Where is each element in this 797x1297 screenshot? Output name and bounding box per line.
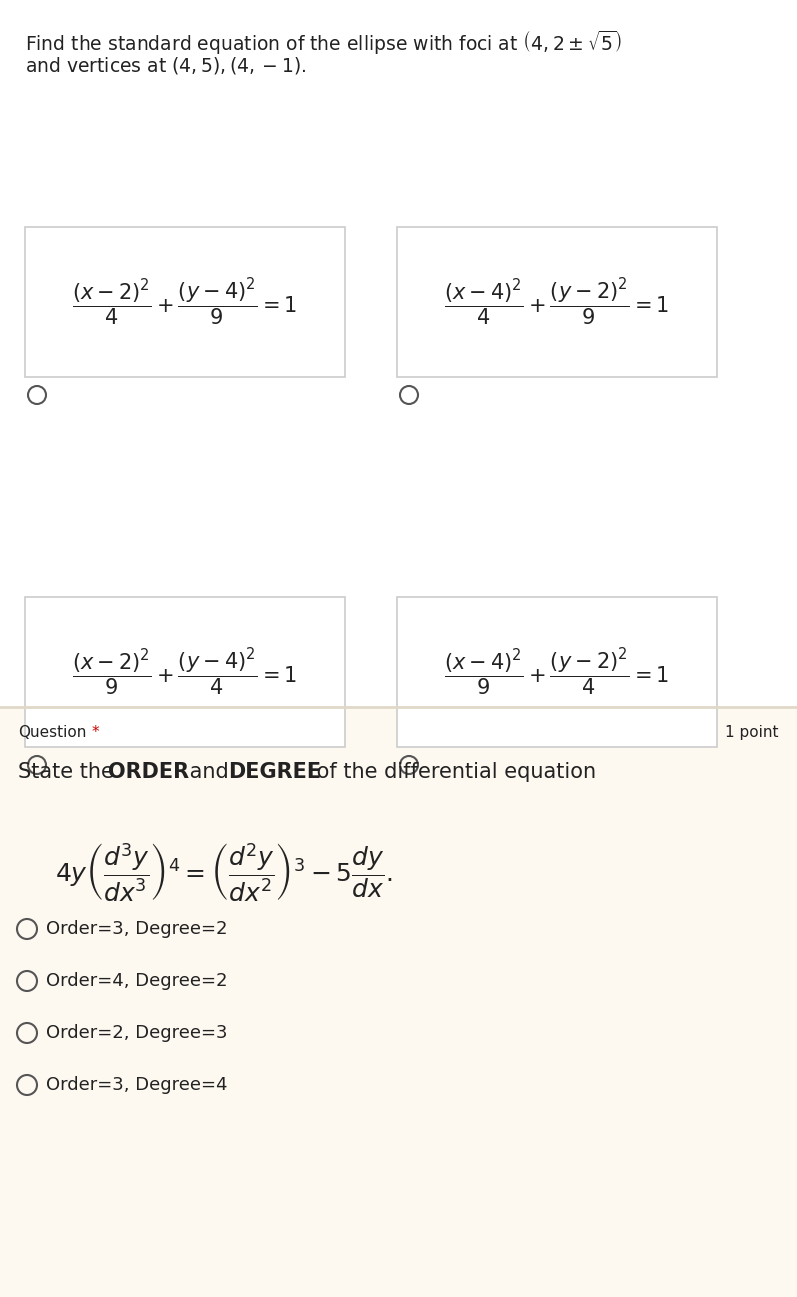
Text: $\dfrac{(x-2)^{2}}{4}+\dfrac{(y-4)^{2}}{9}=1$: $\dfrac{(x-2)^{2}}{4}+\dfrac{(y-4)^{2}}{… — [73, 276, 297, 328]
Text: Order=3, Degree=4: Order=3, Degree=4 — [46, 1077, 227, 1093]
Text: and: and — [183, 763, 235, 782]
Text: State the: State the — [18, 763, 120, 782]
Text: 1 point: 1 point — [725, 725, 779, 741]
Text: Order=2, Degree=3: Order=2, Degree=3 — [46, 1025, 227, 1041]
Text: ORDER: ORDER — [108, 763, 189, 782]
Text: and vertices at $\left(4,5\right),\left(4,-1\right).$: and vertices at $\left(4,5\right),\left(… — [25, 54, 306, 77]
Text: $4y\left(\dfrac{d^{3}y}{dx^{3}}\right)^{4}=\left(\dfrac{d^{2}y}{dx^{2}}\right)^{: $4y\left(\dfrac{d^{3}y}{dx^{3}}\right)^{… — [55, 842, 393, 904]
Text: Order=4, Degree=2: Order=4, Degree=2 — [46, 971, 227, 990]
Text: Question: Question — [18, 725, 86, 741]
FancyBboxPatch shape — [0, 0, 797, 707]
FancyBboxPatch shape — [397, 227, 717, 377]
FancyBboxPatch shape — [0, 707, 797, 1297]
Text: of the differential equation: of the differential equation — [310, 763, 596, 782]
FancyBboxPatch shape — [397, 597, 717, 747]
Text: $\dfrac{(x-4)^{2}}{4}+\dfrac{(y-2)^{2}}{9}=1$: $\dfrac{(x-4)^{2}}{4}+\dfrac{(y-2)^{2}}{… — [445, 276, 669, 328]
FancyBboxPatch shape — [25, 597, 345, 747]
Text: Find the standard equation of the ellipse with foci at $\left(4, 2\pm\sqrt{5}\ri: Find the standard equation of the ellips… — [25, 29, 622, 57]
Text: *: * — [92, 725, 100, 741]
Text: $\dfrac{(x-4)^{2}}{9}+\dfrac{(y-2)^{2}}{4}=1$: $\dfrac{(x-4)^{2}}{9}+\dfrac{(y-2)^{2}}{… — [445, 646, 669, 698]
Text: Order=3, Degree=2: Order=3, Degree=2 — [46, 920, 227, 938]
Text: DEGREE: DEGREE — [228, 763, 321, 782]
Text: $\dfrac{(x-2)^{2}}{9}+\dfrac{(y-4)^{2}}{4}=1$: $\dfrac{(x-2)^{2}}{9}+\dfrac{(y-4)^{2}}{… — [73, 646, 297, 698]
FancyBboxPatch shape — [25, 227, 345, 377]
